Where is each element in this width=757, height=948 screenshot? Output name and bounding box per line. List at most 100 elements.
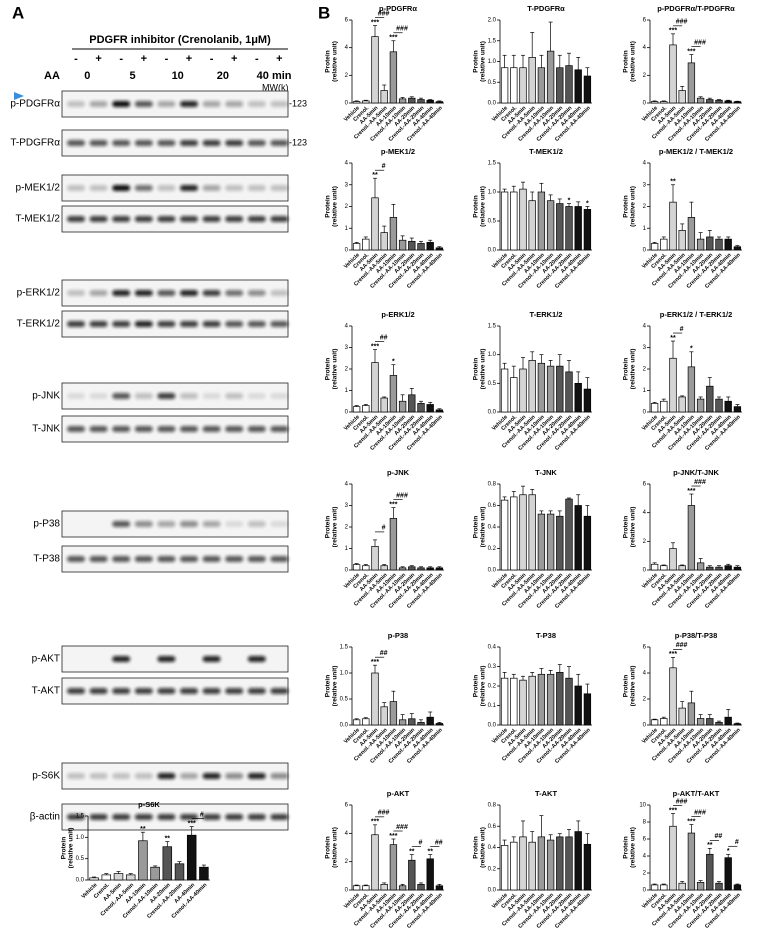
bar bbox=[660, 238, 668, 251]
bar bbox=[510, 496, 518, 571]
bar bbox=[537, 191, 546, 251]
blot-band bbox=[225, 216, 244, 222]
blot-band bbox=[270, 216, 289, 222]
y-tick-label: 0.5 bbox=[488, 381, 497, 387]
y-tick-label: 3 bbox=[643, 182, 647, 188]
bar bbox=[380, 565, 388, 571]
bar bbox=[678, 565, 686, 571]
bar bbox=[528, 675, 536, 726]
blot-band bbox=[157, 426, 176, 432]
blot-band bbox=[157, 185, 176, 191]
bar bbox=[417, 567, 425, 571]
bar bbox=[660, 884, 668, 891]
blot-band bbox=[247, 814, 266, 820]
blot-band bbox=[112, 185, 131, 191]
y-tick-label: 0.4 bbox=[488, 645, 497, 651]
y-tick-label: 0.0 bbox=[76, 878, 85, 884]
blot-band bbox=[134, 426, 153, 432]
bar bbox=[89, 877, 99, 881]
chart-title: p-AKT/T-AKT bbox=[673, 789, 720, 798]
y-tick-label: 0.5 bbox=[488, 80, 497, 86]
blot-band bbox=[112, 393, 131, 399]
bar bbox=[380, 883, 388, 891]
significance-star: ** bbox=[165, 835, 171, 842]
blot-label: T-P38 bbox=[33, 554, 60, 565]
blot-band bbox=[180, 140, 198, 146]
bar bbox=[408, 240, 416, 251]
y-axis-label: Protein bbox=[325, 675, 332, 697]
bar bbox=[660, 400, 668, 413]
blot-band bbox=[247, 290, 266, 296]
bar bbox=[408, 97, 416, 104]
bar bbox=[724, 400, 732, 413]
y-tick-label: 3 bbox=[345, 345, 349, 351]
bar bbox=[687, 702, 696, 726]
bar bbox=[352, 101, 361, 104]
y-tick-label: 4 bbox=[345, 45, 349, 51]
bar bbox=[583, 75, 592, 104]
y-axis-label: (relative unit) bbox=[480, 349, 487, 390]
y-axis-label: Protein bbox=[61, 837, 68, 859]
y-tick-label: 6 bbox=[345, 18, 349, 24]
y-tick-label: 0.2 bbox=[488, 866, 497, 872]
bar bbox=[186, 834, 197, 881]
bar bbox=[678, 90, 686, 104]
blot-band bbox=[134, 521, 153, 527]
y-tick-label: 0.3 bbox=[488, 664, 497, 670]
blot-band bbox=[157, 140, 176, 146]
bar bbox=[574, 505, 582, 571]
time-label: 10 bbox=[172, 70, 184, 82]
blot-band bbox=[270, 290, 289, 296]
significance-hash: ### bbox=[396, 492, 408, 499]
lane-sign: + bbox=[186, 53, 192, 65]
y-tick-label: 4 bbox=[345, 161, 349, 167]
bar bbox=[574, 206, 582, 251]
bar bbox=[435, 885, 444, 891]
significance-hash: ### bbox=[694, 39, 706, 46]
bar bbox=[352, 564, 361, 571]
y-tick-label: 1 bbox=[345, 388, 349, 394]
bar bbox=[706, 385, 714, 413]
bar bbox=[565, 836, 573, 891]
blot-band bbox=[157, 773, 176, 779]
significance-hash: ## bbox=[715, 833, 723, 840]
lane-sign: + bbox=[141, 53, 147, 65]
blot-band bbox=[225, 773, 244, 779]
blot-band bbox=[67, 185, 85, 191]
blot-band bbox=[225, 393, 244, 399]
y-axis-label: Protein bbox=[325, 195, 332, 217]
chart-title: p-ERK1/2 / T-ERK1/2 bbox=[660, 310, 733, 319]
y-axis-label: Protein bbox=[473, 675, 480, 697]
bar bbox=[510, 67, 518, 104]
y-axis-label: (relative unit) bbox=[332, 186, 339, 227]
blot-band bbox=[134, 814, 153, 820]
y-tick-label: 0.0 bbox=[488, 723, 497, 729]
blot-label: p-PDGFRα bbox=[10, 99, 60, 110]
significance-star: * bbox=[727, 848, 730, 855]
blot-band bbox=[247, 521, 266, 527]
blot-band bbox=[112, 216, 131, 222]
y-tick-label: 0 bbox=[643, 248, 647, 254]
blot-band bbox=[247, 393, 266, 399]
chart: T-AKT Protein (relative unit) 0.0 0.2 0.4 0.6 0… bbox=[473, 789, 593, 930]
y-tick-label: 1.5 bbox=[488, 324, 497, 330]
bar bbox=[556, 671, 564, 726]
bar bbox=[417, 243, 425, 251]
panel-label: B bbox=[318, 3, 330, 22]
blot-band bbox=[89, 426, 108, 432]
bar bbox=[706, 566, 714, 571]
blot-label: p-AKT bbox=[32, 654, 60, 665]
y-tick-label: 1.0 bbox=[488, 190, 497, 196]
y-tick-label: 0.6 bbox=[488, 503, 497, 509]
significance-star: *** bbox=[687, 48, 695, 55]
bar bbox=[362, 405, 370, 413]
lane-sign: - bbox=[119, 53, 123, 65]
bar bbox=[417, 883, 425, 891]
bar bbox=[574, 685, 582, 726]
y-axis-label: Protein bbox=[623, 195, 630, 217]
blot-label: T-AKT bbox=[32, 686, 60, 697]
bar bbox=[500, 67, 509, 104]
blot-band bbox=[157, 521, 176, 527]
y-axis-label: (relative unit) bbox=[480, 507, 487, 548]
y-tick-label: 3 bbox=[345, 182, 349, 188]
